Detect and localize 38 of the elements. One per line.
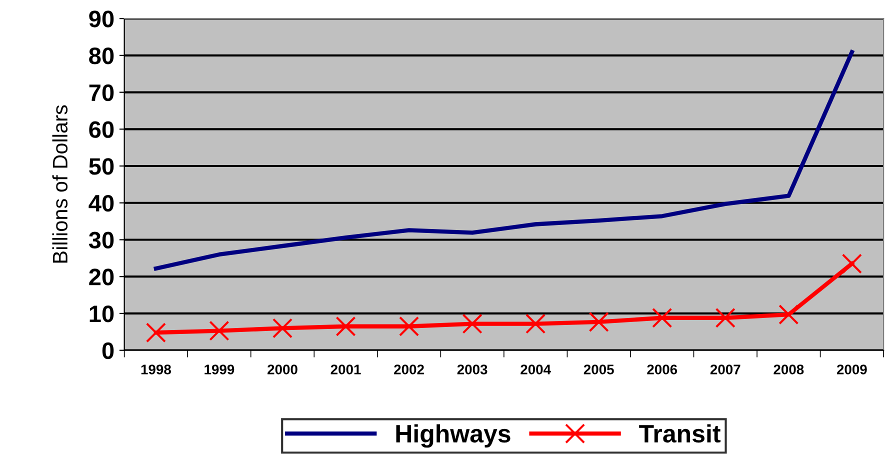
x-tick-label: 2009	[836, 364, 867, 374]
point	[209, 320, 230, 341]
line-series	[154, 50, 854, 271]
y-tick-label: 60	[89, 121, 114, 138]
x-tick-label: 1998	[141, 364, 171, 374]
y-tick-label: 30	[88, 232, 114, 249]
y-tick-label: 90	[89, 10, 114, 28]
point	[462, 314, 482, 334]
x-tick-label: 2008	[774, 364, 804, 374]
x-tick-label: 2005	[584, 364, 614, 374]
x-tick-label: 2003	[457, 364, 488, 374]
y-tick-label: 10	[90, 306, 114, 322]
point	[272, 318, 293, 338]
x-tick-label: 2007	[710, 364, 740, 374]
point	[715, 308, 736, 328]
point	[652, 308, 672, 328]
point	[526, 314, 546, 334]
point	[336, 316, 356, 336]
x-tick-label: 2002	[394, 364, 424, 374]
point	[398, 316, 420, 336]
y-axis-title: Billions of Dollars	[52, 105, 68, 263]
point	[146, 322, 166, 343]
y-tick-label: 0	[102, 342, 114, 360]
x-tick-label: 1999	[204, 364, 234, 374]
point	[842, 254, 862, 274]
legend-label: Highways	[396, 424, 510, 448]
y-tick-label: 50	[89, 158, 114, 175]
x-tick-label: 2000	[268, 364, 298, 374]
x-tick-label: 2004	[520, 364, 551, 374]
x-tick-label: 2001	[330, 364, 361, 374]
y-tick-label: 40	[88, 194, 114, 212]
y-tick-label: 80	[89, 47, 114, 64]
legend-label: Transit	[639, 424, 720, 443]
point	[778, 304, 799, 325]
y-tick-label: 70	[89, 84, 114, 102]
y-tick-label: 20	[89, 268, 114, 286]
point	[588, 312, 609, 332]
x-tick-label: 2006	[647, 364, 678, 374]
